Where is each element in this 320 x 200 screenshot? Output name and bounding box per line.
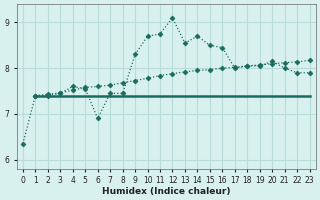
X-axis label: Humidex (Indice chaleur): Humidex (Indice chaleur) [102, 187, 230, 196]
